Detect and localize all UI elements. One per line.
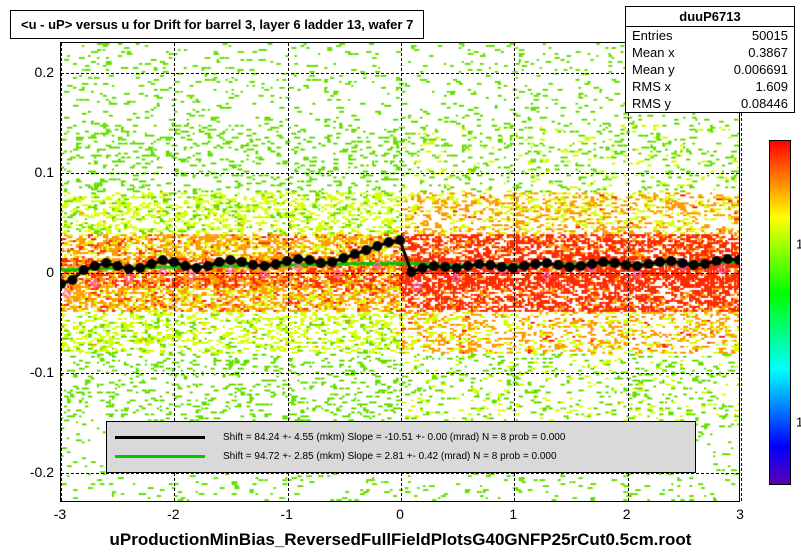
- stats-row-rmsy: RMS y 0.08446: [626, 95, 794, 112]
- colorbar-tick: 1: [796, 415, 801, 430]
- x-tick: 2: [623, 506, 631, 522]
- y-tick: -0.2: [30, 464, 54, 480]
- x-tick: 3: [736, 506, 744, 522]
- x-tick: -3: [54, 506, 66, 522]
- stats-row-meanx: Mean x 0.3867: [626, 44, 794, 61]
- x-tick: -2: [167, 506, 179, 522]
- stats-value: 50015: [752, 28, 788, 43]
- x-tick: 1: [509, 506, 517, 522]
- y-tick: 0.2: [35, 64, 54, 80]
- y-tick: 0: [46, 264, 54, 280]
- legend-row-0: Shift = 84.24 +- 4.55 (mkm) Slope = -10.…: [115, 428, 687, 447]
- colorbar: 110-1: [769, 140, 791, 485]
- stats-row-meany: Mean y 0.006691: [626, 61, 794, 78]
- y-axis: -0.2 -0.1 0 0.1 0.2: [0, 42, 60, 502]
- stats-box: duuP6713 Entries 50015 Mean x 0.3867 Mea…: [625, 6, 795, 113]
- stats-row-rmsx: RMS x 1.609: [626, 78, 794, 95]
- stats-name: duuP6713: [626, 7, 794, 27]
- y-tick: 0.1: [35, 164, 54, 180]
- plot-title: <u - uP> versus u for Drift for barrel 3…: [21, 17, 413, 32]
- y-tick: -0.1: [30, 364, 54, 380]
- stats-label: RMS x: [632, 79, 671, 94]
- footer-filename: uProductionMinBias_ReversedFullFieldPlot…: [0, 530, 801, 550]
- stats-value: 0.3867: [748, 45, 788, 60]
- stats-label: Entries: [632, 28, 672, 43]
- stats-value: 0.006691: [734, 62, 788, 77]
- colorbar-tick: 10: [796, 236, 801, 251]
- x-axis: -3-2-10123: [60, 502, 740, 526]
- legend-row-1: Shift = 94.72 +- 2.85 (mkm) Slope = 2.81…: [115, 447, 687, 466]
- x-tick: -1: [280, 506, 292, 522]
- legend-text-0: Shift = 84.24 +- 4.55 (mkm) Slope = -10.…: [223, 432, 565, 443]
- x-tick: 0: [396, 506, 404, 522]
- plot-title-box: <u - uP> versus u for Drift for barrel 3…: [10, 10, 424, 39]
- fit-legend: Shift = 84.24 +- 4.55 (mkm) Slope = -10.…: [106, 421, 696, 473]
- stats-value: 1.609: [755, 79, 788, 94]
- stats-value: 0.08446: [741, 96, 788, 111]
- legend-swatch-green: [115, 455, 205, 458]
- stats-label: RMS y: [632, 96, 671, 111]
- stats-label: Mean x: [632, 45, 675, 60]
- legend-swatch-black: [115, 436, 205, 439]
- stats-label: Mean y: [632, 62, 675, 77]
- legend-text-1: Shift = 94.72 +- 2.85 (mkm) Slope = 2.81…: [223, 451, 557, 462]
- stats-row-entries: Entries 50015: [626, 27, 794, 44]
